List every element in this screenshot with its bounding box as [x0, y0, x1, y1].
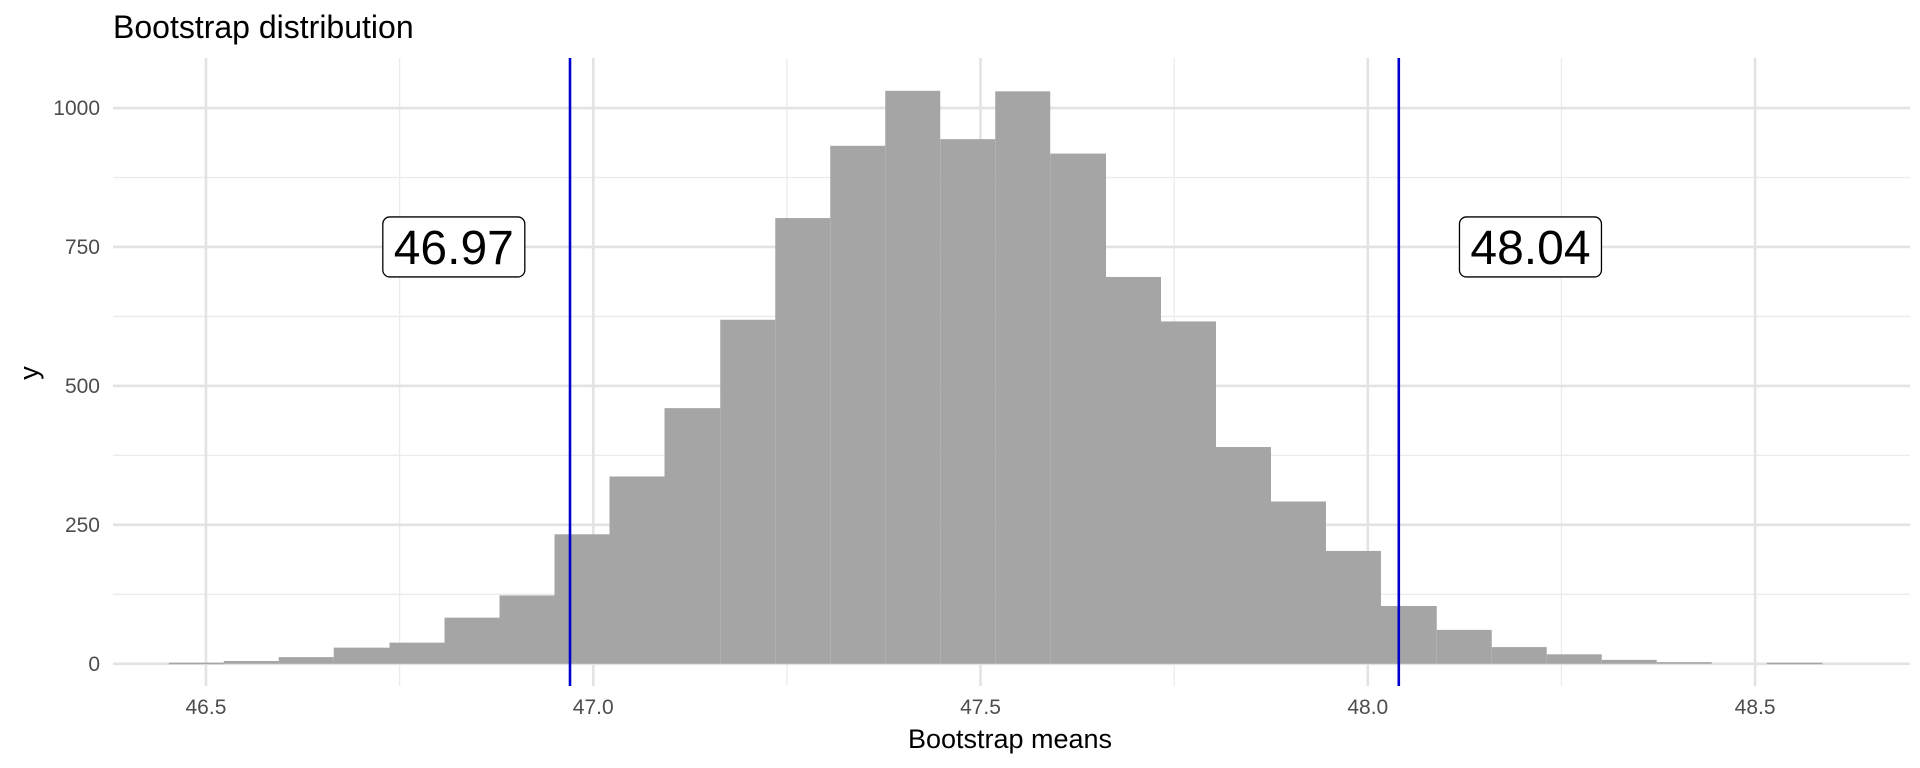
histogram-bar [720, 319, 776, 664]
histogram-bar [885, 90, 941, 664]
histogram-bar [995, 91, 1051, 664]
histogram-bar [333, 647, 390, 664]
histogram-bar [499, 595, 555, 664]
y-tick-label: 0 [88, 653, 100, 676]
histogram-bar [940, 139, 996, 664]
histogram-bar [1380, 605, 1437, 664]
y-axis-title: y [14, 366, 44, 380]
histogram-bar [609, 476, 665, 664]
histogram-bar [1270, 501, 1326, 664]
x-tick-label: 47.0 [573, 696, 614, 719]
histogram-bar [1215, 447, 1271, 664]
histogram-bar [223, 660, 279, 664]
histogram-bar [775, 218, 831, 664]
y-tick-label: 750 [65, 236, 100, 259]
histogram-bar [1491, 647, 1547, 664]
x-axis-title: Bootstrap means [908, 724, 1112, 754]
x-axis-ticks: 46.5 47.0 47.5 48.0 48.5 [186, 696, 1776, 719]
x-tick-label: 47.5 [960, 696, 1001, 719]
x-tick-label: 48.0 [1347, 696, 1388, 719]
histogram-bar [1325, 550, 1381, 664]
histogram-bar [664, 408, 721, 664]
chart-title: Bootstrap distribution [113, 9, 414, 45]
interval-label-text: 46.97 [394, 222, 514, 275]
histogram-bar [830, 145, 886, 664]
histogram-bars [168, 90, 1823, 665]
histogram-bar [1656, 662, 1712, 664]
histogram-bar [554, 534, 610, 664]
y-axis-ticks: 0 250 500 750 1000 [53, 97, 100, 676]
histogram-bar [1105, 276, 1161, 664]
interval-label-box [382, 216, 526, 278]
histogram-bar [1160, 321, 1216, 664]
x-tick-label: 48.5 [1735, 696, 1776, 719]
y-tick-label: 1000 [53, 97, 100, 120]
histogram-bar [389, 642, 445, 664]
y-tick-label: 250 [65, 514, 100, 537]
histogram-bar [1436, 629, 1492, 664]
interval-label-text: 48.04 [1470, 222, 1590, 275]
interval-lines [568, 58, 1401, 686]
histogram-bar [278, 657, 334, 664]
histogram-bar [1601, 659, 1657, 664]
histogram-bar [444, 617, 500, 664]
histogram-bar [168, 662, 224, 665]
x-tick-label: 46.5 [186, 696, 227, 719]
interval-labels: 46.97 48.04 [382, 216, 1603, 278]
interval-label-box [1458, 216, 1603, 278]
histogram-bar [1766, 662, 1823, 665]
y-tick-label: 500 [65, 375, 100, 398]
histogram-bar [1050, 153, 1106, 664]
histogram-bar [1546, 654, 1602, 664]
